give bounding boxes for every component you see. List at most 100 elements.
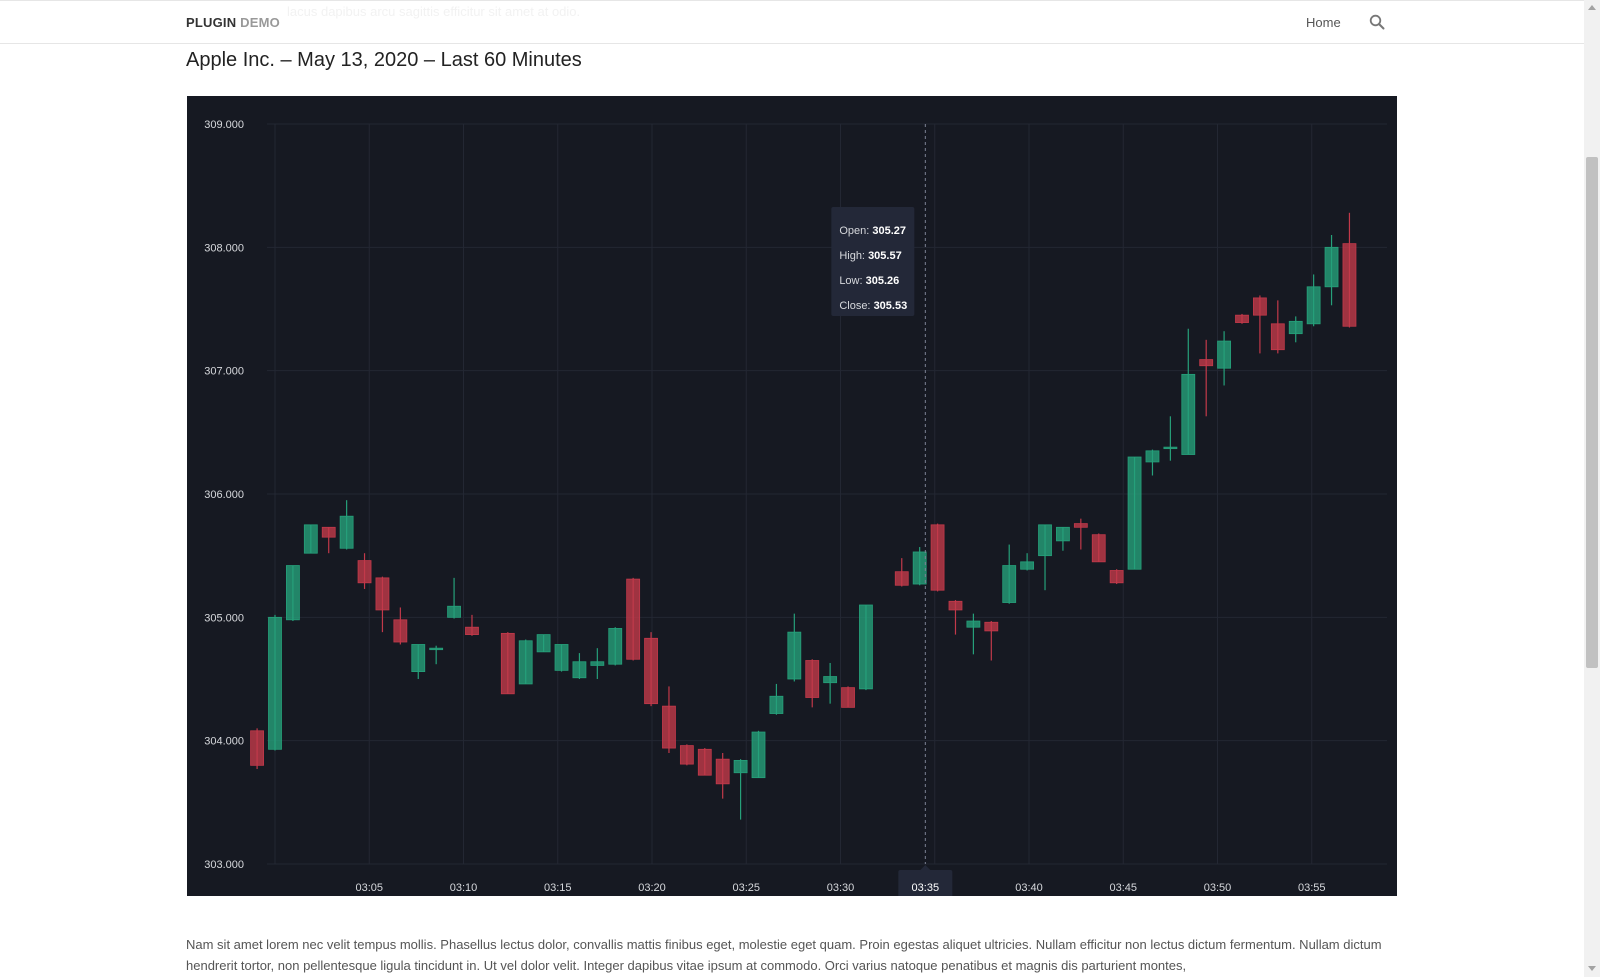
candle-body[interactable]	[1181, 373, 1196, 455]
candle-body[interactable]	[626, 578, 641, 660]
tooltip-close-value: 305.53	[874, 300, 908, 312]
candle-body[interactable]	[536, 634, 551, 653]
tooltip-close-label: Close:	[839, 300, 873, 312]
candle-body[interactable]	[948, 600, 963, 611]
candle-body[interactable]	[1091, 534, 1106, 563]
candle-body[interactable]	[339, 515, 354, 549]
ohlc-tooltip	[831, 207, 915, 316]
candle-body[interactable]	[733, 760, 748, 774]
x-tick-label: 03:30	[827, 882, 855, 894]
candle-body[interactable]	[697, 748, 712, 776]
candle-body[interactable]	[375, 577, 390, 611]
candle-body[interactable]	[769, 695, 784, 714]
candle-body[interactable]	[1002, 565, 1017, 603]
candle-body[interactable]	[393, 619, 408, 643]
candle-body[interactable]	[447, 605, 461, 618]
candle-body[interactable]	[1342, 243, 1357, 327]
candle-body[interactable]	[268, 616, 282, 750]
y-tick-label: 306.000	[204, 489, 244, 501]
y-tick-label: 304.000	[204, 736, 244, 748]
y-tick-label: 308.000	[204, 242, 244, 254]
candle-body[interactable]	[518, 640, 533, 685]
candle-body[interactable]	[1270, 323, 1285, 351]
y-tick-label: 305.000	[204, 612, 244, 624]
crosshair-time-label: 03:35	[912, 882, 940, 894]
candle-body[interactable]	[1073, 523, 1088, 528]
candle-body[interactable]	[715, 758, 730, 785]
candle-body[interactable]	[1253, 297, 1267, 316]
candle-body[interactable]	[644, 637, 658, 705]
candle-body[interactable]	[429, 647, 444, 651]
chart-canvas[interactable]: 303.000 304.000 305.000 306.000 307.000 308.0…	[187, 96, 1397, 896]
y-tick-label: 303.000	[204, 859, 244, 871]
x-tick-label: 03:40	[1015, 882, 1043, 894]
site-logo[interactable]: PLUGIN DEMO	[186, 15, 280, 30]
candle-body[interactable]	[411, 644, 426, 673]
top-navbar: lacus dapibus arcu sagittis efficitur si…	[0, 0, 1584, 44]
tooltip-open-row: Open: 305.27	[839, 225, 906, 237]
search-icon[interactable]	[1369, 14, 1385, 30]
candle-body[interactable]	[1038, 524, 1052, 557]
candle-body[interactable]	[912, 551, 927, 585]
logo-light-text: DEMO	[240, 15, 280, 30]
candle-body[interactable]	[250, 730, 264, 766]
x-tick-label: 03:50	[1204, 882, 1232, 894]
x-tick-label: 03:10	[450, 882, 478, 894]
y-tick-label: 307.000	[204, 366, 244, 378]
candle-body[interactable]	[859, 604, 873, 690]
candlestick-chart[interactable]: 303.000 304.000 305.000 306.000 307.000 308.0…	[187, 96, 1397, 896]
candle-body[interactable]	[1020, 561, 1035, 570]
candle-body[interactable]	[805, 660, 820, 698]
candle-body[interactable]	[1217, 340, 1231, 369]
tooltip-open-value: 305.27	[872, 225, 906, 237]
candle-body[interactable]	[608, 628, 623, 665]
page-title: Apple Inc. – May 13, 2020 – Last 60 Minu…	[186, 49, 582, 71]
scroll-down-arrow-icon[interactable]	[1588, 966, 1596, 971]
candle-body[interactable]	[286, 565, 300, 621]
tooltip-low-row: Low: 305.26	[839, 275, 899, 287]
candle-body[interactable]	[930, 524, 945, 591]
candle-body[interactable]	[590, 661, 605, 666]
candle-body[interactable]	[1056, 526, 1070, 542]
candle-body[interactable]	[572, 661, 587, 679]
y-tick-label: 309.000	[204, 119, 244, 131]
tooltip-low-value: 305.26	[866, 275, 900, 287]
candle-body[interactable]	[662, 705, 676, 749]
scrolled-text-behind-header: lacus dapibus arcu sagittis efficitur si…	[287, 4, 581, 19]
body-paragraph: Nam sit amet lorem nec velit tempus moll…	[186, 937, 1382, 973]
x-tick-label: 03:20	[638, 882, 666, 894]
x-tick-label: 03:15	[544, 882, 572, 894]
candle-body[interactable]	[966, 620, 981, 628]
candle-body[interactable]	[1306, 286, 1321, 325]
nav-home-link[interactable]: Home	[1306, 15, 1341, 30]
candle-body[interactable]	[894, 571, 909, 586]
candle-body[interactable]	[554, 644, 569, 671]
candle-body[interactable]	[823, 676, 838, 684]
candle-body[interactable]	[1127, 456, 1142, 570]
candle-body[interactable]	[984, 621, 999, 632]
candle-body[interactable]	[841, 687, 855, 708]
candle-body[interactable]	[1199, 359, 1214, 367]
candle-body[interactable]	[751, 731, 766, 779]
tooltip-high-row: High: 305.57	[839, 250, 901, 262]
candle-body[interactable]	[500, 632, 515, 695]
candle-body[interactable]	[357, 560, 372, 584]
candle-body[interactable]	[1109, 570, 1124, 584]
candle-body[interactable]	[321, 526, 336, 538]
x-tick-label: 03:25	[732, 882, 760, 894]
candle-body[interactable]	[1288, 320, 1303, 335]
candle-body[interactable]	[1324, 246, 1339, 288]
page-scrollbar-thumb[interactable]	[1586, 157, 1598, 668]
candle-body[interactable]	[303, 524, 318, 554]
x-tick-label: 03:45	[1109, 882, 1137, 894]
candle-body[interactable]	[1235, 314, 1249, 323]
candle-body[interactable]	[465, 626, 479, 636]
scroll-up-arrow-icon[interactable]	[1588, 5, 1596, 10]
candle-body[interactable]	[787, 631, 802, 680]
candle-body[interactable]	[679, 745, 694, 765]
tooltip-close-row: Close: 305.53	[839, 300, 907, 312]
tooltip-low-label: Low:	[839, 275, 865, 287]
tooltip-high-value: 305.57	[868, 250, 902, 262]
candle-body[interactable]	[1163, 446, 1178, 450]
candle-body[interactable]	[1145, 450, 1160, 463]
